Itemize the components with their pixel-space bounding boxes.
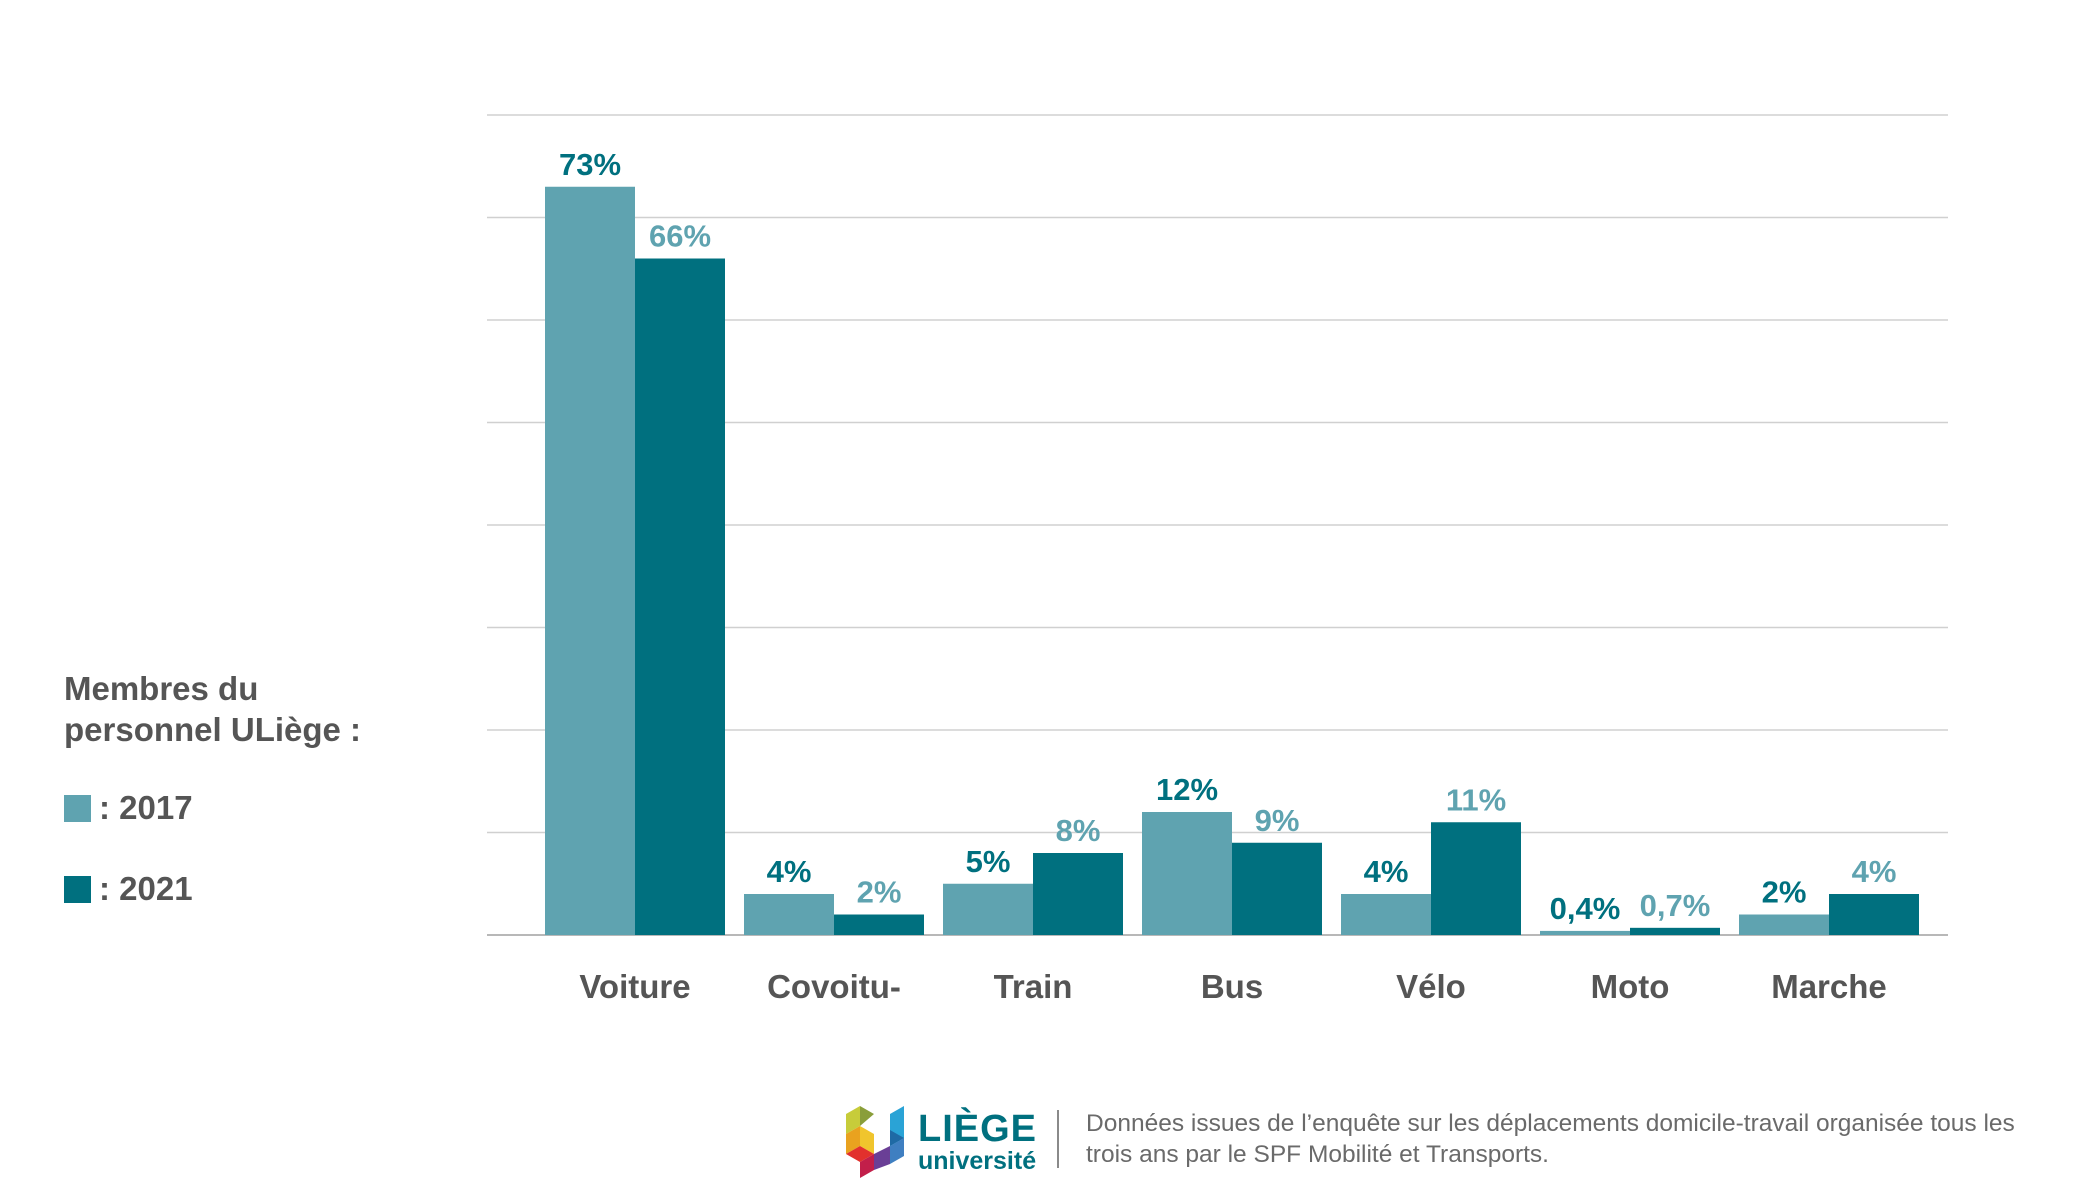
value-label-2021-4: 11% <box>1446 782 1506 817</box>
uliege-logo-icon <box>846 1106 904 1178</box>
category-label-1: Covoitu- <box>767 968 901 1005</box>
legend-item-2017: : 2017 <box>64 788 193 828</box>
bar-2017-5 <box>1540 930 1630 935</box>
value-labels: 73% 66% 4% 2% 5% 8% 12% 9% 4% 11% 0,4% 0,7% 2% 4% <box>559 147 1896 926</box>
value-label-2017-3: 12% <box>1156 772 1218 807</box>
category-label-3: Bus <box>1201 968 1263 1005</box>
logo-name: LIÈGE <box>918 1108 1038 1150</box>
bar-2017-4 <box>1341 894 1431 935</box>
value-label-2021-1: 2% <box>857 875 902 910</box>
category-label-5: Moto <box>1591 968 1670 1005</box>
footer-note: Données issues de l’enquête sur les dépl… <box>1086 1110 2015 1168</box>
value-label-2021-0: 66% <box>649 219 711 254</box>
bar-2017-6 <box>1739 914 1829 935</box>
category-label-0: Voiture <box>579 968 690 1005</box>
legend-label-2017: : 2017 <box>99 789 193 826</box>
value-label-2017-2: 5% <box>966 844 1011 879</box>
value-label-2021-5: 0,7% <box>1640 888 1711 923</box>
legend-swatch-2021 <box>64 875 91 903</box>
value-label-2017-0: 73% <box>559 147 621 182</box>
bar-2021-2 <box>1033 853 1123 935</box>
bars <box>545 186 1919 935</box>
value-label-2017-4: 4% <box>1364 854 1409 889</box>
legend-label-2021: : 2021 <box>99 870 193 907</box>
bar-2017-2 <box>943 883 1033 935</box>
bar-2021-0 <box>635 258 725 935</box>
category-labels: Voiture Covoitu- Train Bus Vélo Moto Marche <box>579 968 1886 1005</box>
value-label-2017-1: 4% <box>767 854 812 889</box>
footer-divider <box>1057 1110 1059 1168</box>
legend-item-2021: : 2021 <box>64 869 193 909</box>
value-label-2021-2: 8% <box>1056 813 1101 848</box>
bar-2021-5 <box>1630 927 1720 935</box>
bar-2021-1 <box>834 914 924 935</box>
value-label-2017-6: 2% <box>1762 875 1807 910</box>
bar-2021-4 <box>1431 822 1521 935</box>
value-label-2021-6: 4% <box>1852 854 1897 889</box>
legend-swatch-2017 <box>64 794 91 822</box>
bar-2021-3 <box>1232 842 1322 935</box>
category-label-2: Train <box>994 968 1073 1005</box>
category-label-6: Marche <box>1771 968 1887 1005</box>
bar-2017-3 <box>1142 812 1232 935</box>
logo-text: LIÈGE université <box>918 1110 1037 1174</box>
logo-subtitle: université <box>918 1147 1037 1175</box>
uliege-logo: LIÈGE université <box>846 1106 1037 1178</box>
value-label-2021-3: 9% <box>1255 803 1300 838</box>
value-label-2017-5: 0,4% <box>1550 891 1621 926</box>
category-label-4: Vélo <box>1396 968 1466 1005</box>
bar-2017-1 <box>744 894 834 935</box>
bar-2017-0 <box>545 186 635 935</box>
bar-2021-6 <box>1829 894 1919 935</box>
legend-title: Membres du personnel ULiège : <box>64 670 362 748</box>
